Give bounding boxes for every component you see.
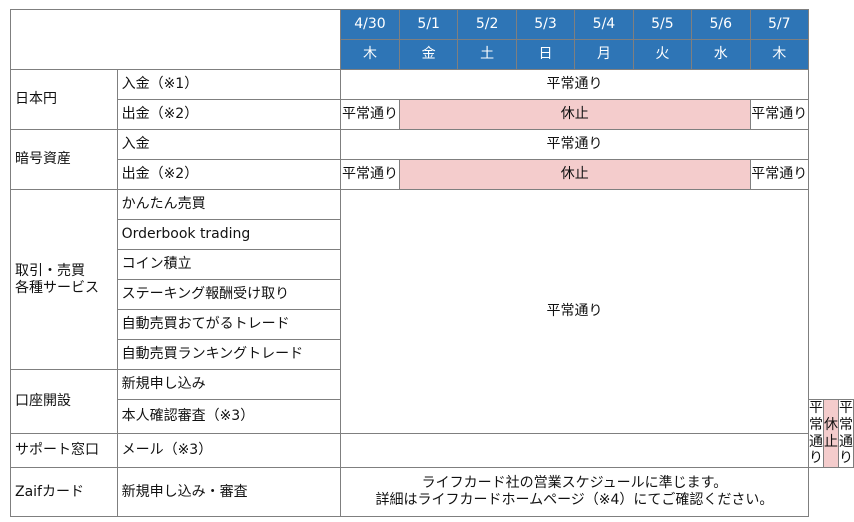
table-row: サポート窓口 メール（※3） (10, 433, 854, 469)
table-row: 取引・売買 各種サービス かんたん売買 平常通り (10, 188, 854, 435)
item-jpy-withdraw: 出金（※2） (116, 99, 341, 130)
weekday-header: 金 (398, 39, 459, 70)
weekday-header: 土 (457, 39, 517, 70)
weekday-header: 日 (515, 39, 576, 70)
table-row: 本人確認審査（※3） 平常通り 休止 平常通り (11, 398, 854, 469)
weekday-header: 木 (339, 39, 400, 70)
date-header: 5/1 (398, 9, 459, 40)
table-row: 自動売買おてがるトレード (11, 309, 854, 340)
zaif-card-note-line1: ライフカード社の営業スケジュールに準じます。 (421, 475, 728, 492)
date-header: 5/6 (691, 9, 751, 40)
item-account-new: 新規申し込み (116, 369, 341, 400)
status-normal: 平常通り (749, 99, 809, 130)
table-row: 暗号資産 入金 平常通り (10, 129, 854, 190)
status-normal: 平常通り (339, 129, 810, 160)
holiday-schedule-table: 4/30 5/1 5/2 5/3 5/4 5/5 5/6 5/7 木 金 土 日… (10, 9, 854, 518)
weekday-header: 月 (574, 39, 634, 70)
category-crypto: 暗号資産 (10, 129, 118, 190)
item-crypto-withdraw: 出金（※2） (116, 159, 341, 190)
category-jpy: 日本円 (10, 69, 118, 130)
date-header: 5/5 (632, 9, 693, 40)
status-halt: 休止 (823, 398, 839, 469)
table-row: コイン積立 (11, 249, 854, 280)
date-header: 5/3 (515, 9, 576, 40)
table-row: 出金（※2） 平常通り 休止 平常通り (11, 159, 854, 190)
status-halt: 休止 (398, 159, 751, 190)
item-jpy-deposit: 入金（※1） (116, 69, 341, 100)
table-row: Zaifカード 新規申し込み・審査 ライフカード社の営業スケジュールに準じます。… (10, 467, 854, 518)
table-row: 出金（※2） 平常通り 休止 平常通り (11, 99, 854, 130)
item-trading: Orderbook trading (116, 219, 341, 250)
item-account-kyc: 本人確認審査（※3） (116, 398, 341, 435)
category-zaif-card: Zaifカード (10, 467, 118, 518)
table-row: 口座開設 新規申し込み (10, 368, 854, 435)
category-account: 口座開設 (10, 368, 118, 435)
status-normal: 平常通り (749, 159, 809, 190)
zaif-card-note: ライフカード社の営業スケジュールに準じます。 詳細はライフカードホームページ（※… (339, 467, 810, 518)
weekday-header-row: 木 金 土 日 月 火 水 木 (11, 39, 854, 70)
item-crypto-deposit: 入金 (116, 129, 341, 160)
date-header: 5/2 (457, 9, 517, 40)
weekday-header: 火 (632, 39, 693, 70)
status-normal: 平常通り (838, 398, 854, 469)
item-support-email: メール（※3） (116, 433, 341, 469)
category-trading: 取引・売買 各種サービス (10, 189, 118, 370)
date-header: 5/4 (574, 9, 634, 40)
category-support: サポート窓口 (10, 433, 118, 469)
item-trading: 自動売買おてがるトレード (116, 309, 341, 340)
table-row: 自動売買ランキングトレード (11, 339, 854, 370)
status-normal: 平常通り (339, 188, 810, 435)
status-normal: 平常通り (808, 398, 824, 469)
date-header-row: 4/30 5/1 5/2 5/3 5/4 5/5 5/6 5/7 (10, 9, 854, 70)
category-trading-line2: 各種サービス (15, 279, 99, 296)
date-header: 5/7 (749, 9, 809, 40)
date-header: 4/30 (339, 9, 400, 40)
table-row: Orderbook trading (11, 219, 854, 250)
status-normal: 平常通り (339, 159, 400, 190)
status-normal: 平常通り (339, 99, 400, 130)
table-row: ステーキング報酬受け取り (11, 279, 854, 310)
item-trading: ステーキング報酬受け取り (116, 279, 341, 310)
item-trading: コイン積立 (116, 249, 341, 280)
status-halt: 休止 (398, 99, 751, 130)
item-trading: 自動売買ランキングトレード (116, 339, 341, 370)
item-trading: かんたん売買 (116, 189, 341, 220)
weekday-header: 水 (691, 39, 751, 70)
status-normal: 平常通り (339, 69, 810, 100)
item-zaif-card: 新規申し込み・審査 (116, 467, 341, 518)
table-row: 日本円 入金（※1） 平常通り (10, 69, 854, 130)
category-trading-line1: 取引・売買 (15, 262, 85, 279)
weekday-header: 木 (749, 39, 809, 70)
header-blank-cell (10, 9, 341, 70)
zaif-card-note-line2: 詳細はライフカードホームページ（※4）にてご確認ください。 (375, 492, 774, 509)
